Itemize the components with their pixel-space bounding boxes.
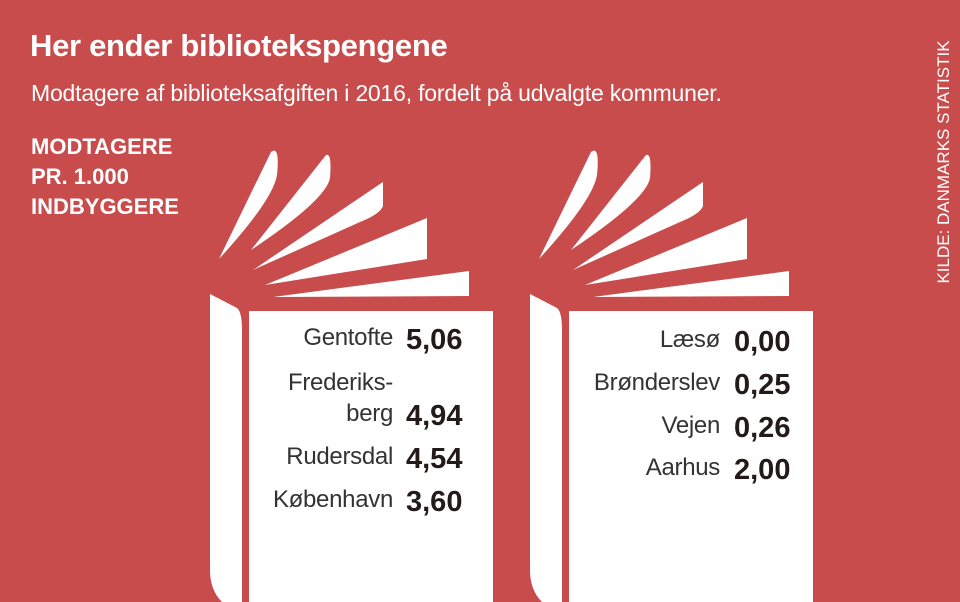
row-label: København bbox=[272, 486, 393, 513]
row-value: 2,00 bbox=[734, 454, 791, 486]
row-value: 4,94 bbox=[406, 400, 463, 432]
row-label: Vejen bbox=[661, 412, 720, 439]
unit-line: MODTAGERE bbox=[31, 134, 173, 159]
chart-subtitle: Modtagere af biblioteksafgiften i 2016, … bbox=[31, 80, 722, 106]
unit-line: INDBYGGERE bbox=[31, 194, 179, 219]
book-leaf bbox=[251, 154, 331, 250]
row-value: 4,54 bbox=[406, 443, 463, 475]
book-leaf bbox=[219, 150, 278, 259]
row-value: 5,06 bbox=[406, 324, 463, 356]
row-value: 3,60 bbox=[406, 486, 463, 518]
book-page bbox=[249, 311, 493, 602]
row-label: berg bbox=[346, 400, 393, 427]
book-leaf bbox=[265, 218, 427, 285]
book-leaf bbox=[253, 182, 383, 270]
book-leaf bbox=[273, 271, 469, 297]
book-icon bbox=[210, 150, 493, 602]
row-label: Brønderslev bbox=[593, 369, 720, 396]
row-value: 0,00 bbox=[734, 326, 791, 358]
unit-line: PR. 1.000 bbox=[31, 164, 129, 189]
row-label: Gentofte bbox=[303, 324, 393, 351]
row-value: 0,26 bbox=[734, 412, 791, 444]
book-cover bbox=[210, 294, 242, 602]
row-label: Læsø bbox=[659, 326, 720, 353]
chart-title: Her ender bibliotekspengene bbox=[30, 28, 448, 63]
row-label: Rudersdal bbox=[286, 443, 393, 470]
row-label: Frederiks- bbox=[287, 369, 393, 396]
row-value: 0,25 bbox=[734, 369, 791, 401]
row-label: Aarhus bbox=[645, 454, 721, 481]
unit-label: MODTAGERE PR. 1.000 INDBYGGERE bbox=[31, 132, 179, 222]
